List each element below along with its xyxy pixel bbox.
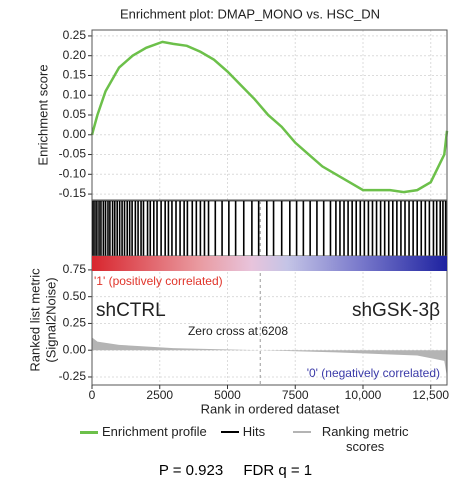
y-tick-label: 0.05 (63, 107, 87, 121)
y-tick-label: 0.15 (63, 68, 87, 82)
y-tick-label: 0.50 (63, 289, 87, 303)
y-tick-label: -0.05 (59, 147, 87, 161)
legend-label: Ranking metric scores (321, 424, 409, 454)
plot-area (92, 256, 447, 385)
legend-label: Enrichment profile (102, 424, 207, 439)
hits-area (91, 200, 448, 257)
pos-label: '1' (positively correlated) (94, 274, 223, 288)
x-tick-label: 0 (89, 388, 96, 402)
chart-title: Enrichment plot: DMAP_MONO vs. HSC_DN (120, 6, 380, 21)
legend-swatch (80, 431, 98, 434)
y-axis-label: (Signal2Noise) (43, 277, 58, 362)
p-value: P = 0.923 (158, 462, 224, 479)
zero-cross-label: Zero cross at 6208 (188, 324, 288, 338)
group-label: shCTRL (96, 300, 166, 321)
legend-swatch (220, 431, 239, 433)
y-tick-label: 0.00 (63, 127, 87, 141)
stats: P = 0.923 FDR q = 1 (0, 462, 471, 479)
color-bar (92, 256, 447, 271)
plot-frame (91, 29, 448, 201)
enrichment-line (90, 40, 449, 194)
legend-item: Enrichment profile (80, 424, 207, 454)
y-tick-label: -0.10 (59, 166, 87, 180)
y-tick-label: -0.25 (59, 369, 87, 383)
y-tick-label: 0.75 (63, 262, 87, 276)
y-tick-label: 0.00 (63, 342, 87, 356)
y-tick-label: 0.25 (63, 316, 87, 330)
group-label: shGSK-3β (352, 300, 440, 321)
x-tick-label: 7500 (282, 388, 309, 402)
x-tick-label: 12,500 (412, 388, 449, 402)
chart: Enrichment plot: DMAP_MONO vs. HSC_DN En… (27, 6, 449, 416)
legend-label: Hits (242, 424, 266, 439)
x-tick-label: 10,000 (345, 388, 382, 402)
fdr: FDR q = 1 (243, 462, 313, 479)
x-axis-label: Rank in ordered dataset (201, 401, 340, 416)
neg-label: '0' (negatively correlated) (307, 366, 440, 380)
legend-item: Ranking metric scores (293, 424, 415, 454)
y-tick-label: -0.15 (59, 186, 87, 200)
y-axis-label: Enrichment score (35, 64, 50, 165)
y-axis-label: Ranked list metric (27, 268, 42, 372)
y-tick-label: 0.25 (63, 28, 87, 42)
y-tick-label: 0.10 (63, 87, 87, 101)
x-tick-label: 2500 (146, 388, 173, 402)
legend-swatch (293, 431, 312, 433)
x-tick-label: 5000 (214, 388, 241, 402)
legend-item: Hits (220, 424, 266, 454)
legend: Enrichment profile Hits Ranking metric sco… (80, 424, 470, 454)
y-tick-label: 0.20 (63, 48, 87, 62)
